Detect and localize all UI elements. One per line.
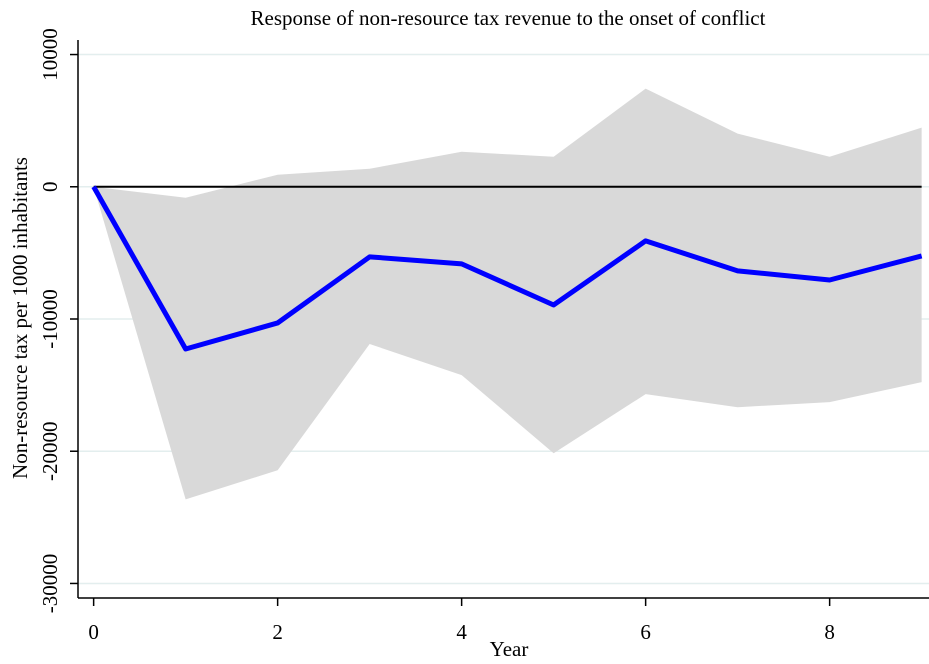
mean-line	[91, 185, 923, 352]
y-tick-label: -20000	[38, 421, 62, 481]
y-tick-label: 10000	[38, 28, 62, 81]
x-tick-label: 4	[456, 620, 467, 644]
x-tick-label: 6	[640, 620, 651, 644]
confidence-band	[93, 88, 922, 500]
y-tick-label: 0	[38, 182, 62, 193]
chart-title: Response of non-resource tax revenue to …	[251, 6, 766, 30]
x-tick-label: 0	[88, 620, 99, 644]
y-axis-label: Non-resource tax per 1000 inhabitants	[8, 157, 32, 479]
x-tick-label: 2	[272, 620, 283, 644]
y-tick-label: -10000	[38, 289, 62, 349]
y-tick-label: -30000	[38, 554, 62, 614]
x-tick-label: 8	[824, 620, 835, 644]
x-axis-label: Year	[490, 637, 529, 661]
